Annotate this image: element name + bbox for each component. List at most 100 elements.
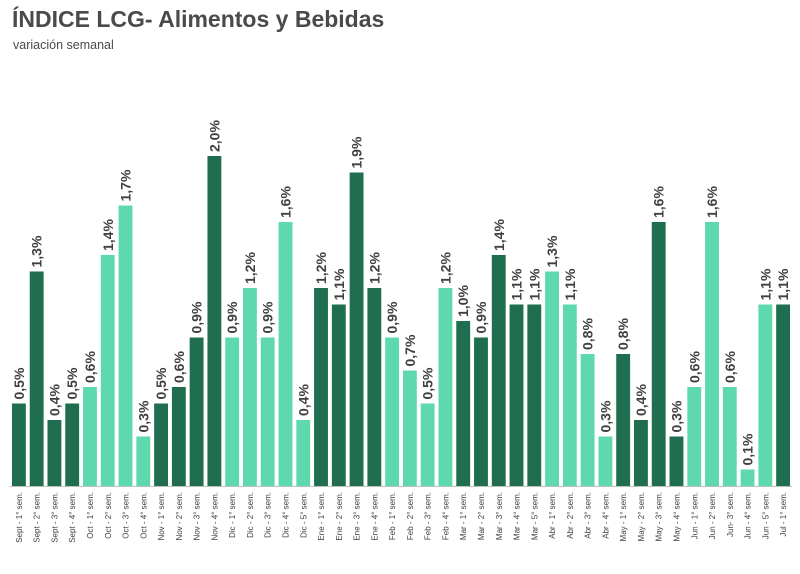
data-label: 0,9%: [473, 301, 489, 333]
data-label: 0,3%: [668, 400, 684, 432]
bar: [136, 436, 151, 486]
x-tick-label: Nov - 4° sem.: [210, 492, 219, 541]
data-label: 0,6%: [82, 351, 98, 383]
chart-title: ÍNDICE LCG- Alimentos y Bebidas: [12, 6, 385, 32]
data-label: 0,9%: [384, 301, 400, 333]
bar: [420, 403, 435, 486]
x-tick-label: Sept - 1° sem.: [15, 492, 24, 543]
data-label: 1,9%: [349, 136, 365, 168]
bar: [207, 156, 222, 486]
bar: [687, 387, 702, 486]
data-label: 0,3%: [597, 400, 613, 432]
bar: [260, 337, 275, 486]
data-label: 1,1%: [775, 268, 791, 300]
bar: [456, 321, 471, 486]
chart-subtitle: variación semanal: [13, 38, 114, 52]
x-tick-label: Ene - 4° sem.: [370, 492, 379, 541]
bar: [367, 288, 382, 486]
data-label: 0,9%: [260, 301, 276, 333]
data-label: 1,2%: [313, 252, 329, 284]
x-tick-label: Abr - 4° sem.: [601, 492, 610, 539]
data-label: 1,2%: [437, 252, 453, 284]
bar: [722, 387, 737, 486]
bar: [100, 255, 115, 486]
x-tick-label: May - 1° sem.: [619, 492, 628, 541]
data-label: 0,6%: [722, 351, 738, 383]
bar: [225, 337, 240, 486]
x-tick-label: Oct - 2° sem.: [104, 492, 113, 539]
data-label: 1,1%: [526, 268, 542, 300]
data-label: 1,1%: [562, 268, 578, 300]
data-label: 0,5%: [420, 367, 436, 399]
bar: [65, 403, 80, 486]
bar: [598, 436, 613, 486]
data-label: 1,6%: [277, 186, 293, 218]
data-label: 0,6%: [171, 351, 187, 383]
x-tick-label: Dic - 4° sem.: [281, 492, 290, 538]
bar: [47, 420, 62, 486]
bar: [11, 403, 26, 486]
bar: [385, 337, 400, 486]
bar: [438, 288, 453, 486]
data-label: 0,4%: [633, 384, 649, 416]
data-label: 0,4%: [46, 384, 62, 416]
x-tick-label: Sept - 2° sem.: [33, 492, 42, 543]
bar: [402, 370, 417, 486]
x-tick-label: Jun - 4° sem.: [744, 492, 753, 539]
x-tick-label: Jun - 1° sem.: [690, 492, 699, 539]
x-tick-label: Dic - 3° sem.: [264, 492, 273, 538]
x-tick-label: Jul - 1° sem.: [779, 492, 788, 537]
bar: [651, 222, 666, 486]
bar: [189, 337, 204, 486]
data-label: 0,5%: [153, 367, 169, 399]
data-label: 1,1%: [331, 268, 347, 300]
data-label: 1,4%: [491, 219, 507, 251]
x-tick-label: Mar - 2° sem.: [477, 492, 486, 540]
x-tick-label: Ene - 2° sem.: [335, 492, 344, 541]
x-tick-label: Oct - 3° sem.: [122, 492, 131, 539]
data-label: 0,5%: [11, 367, 27, 399]
bar: [83, 387, 97, 486]
bar: [243, 288, 257, 486]
data-label: 1,1%: [757, 268, 773, 300]
x-tick-label: Jun- 3° sem.: [726, 492, 735, 537]
data-labels-layer: 0,5%1,3%0,4%0,5%0,6%1,4%1,7%0,3%0,5%0,6%…: [11, 120, 791, 466]
x-tick-label: Abr - 2° sem.: [566, 492, 575, 539]
data-label: 0,8%: [615, 318, 631, 350]
x-tick-label: Nov - 1° sem.: [157, 492, 166, 541]
data-label: 1,4%: [100, 219, 116, 251]
bar: [776, 304, 791, 486]
data-label: 1,6%: [704, 186, 720, 218]
x-tick-labels-layer: Sept - 1° sem. Sept - 2° sem. Sept - 3° se…: [15, 492, 788, 543]
x-tick-label: Dic - 5° sem.: [299, 492, 308, 538]
x-tick-label: Feb - 2° sem.: [406, 492, 415, 540]
x-tick-label: Nov - 3° sem.: [193, 492, 202, 541]
data-label: 1,3%: [544, 235, 560, 267]
bars-layer: [11, 156, 791, 486]
x-tick-label: Feb - 3° sem.: [424, 492, 433, 540]
x-tick-label: Ene - 3° sem.: [353, 492, 362, 541]
x-tick-label: Mar - 1° sem.: [459, 492, 468, 540]
data-label: 0,9%: [224, 301, 240, 333]
x-tick-label: Nov - 2° sem.: [175, 492, 184, 541]
x-tick-label: Oct - 1° sem.: [86, 492, 95, 539]
x-tick-label: Feb - 4° sem.: [441, 492, 450, 540]
x-tick-label: Ene - 1° sem.: [317, 492, 326, 541]
x-tick-label: Abr - 1° sem.: [548, 492, 557, 539]
bar: [634, 420, 648, 486]
data-label: 0,9%: [189, 301, 205, 333]
data-label: 1,7%: [118, 169, 134, 201]
x-tick-label: Jun - 5° sem.: [761, 492, 770, 539]
data-label: 0,4%: [295, 384, 311, 416]
bar: [758, 304, 773, 486]
data-label: 1,3%: [29, 235, 45, 267]
bar: [154, 403, 168, 486]
data-label: 0,1%: [740, 433, 756, 465]
x-tick-label: Dic - 1° sem.: [228, 492, 237, 538]
data-label: 0,3%: [135, 400, 151, 432]
bar: [705, 222, 719, 486]
bar: [562, 304, 577, 486]
data-label: 1,6%: [651, 186, 667, 218]
data-label: 0,8%: [580, 318, 596, 350]
